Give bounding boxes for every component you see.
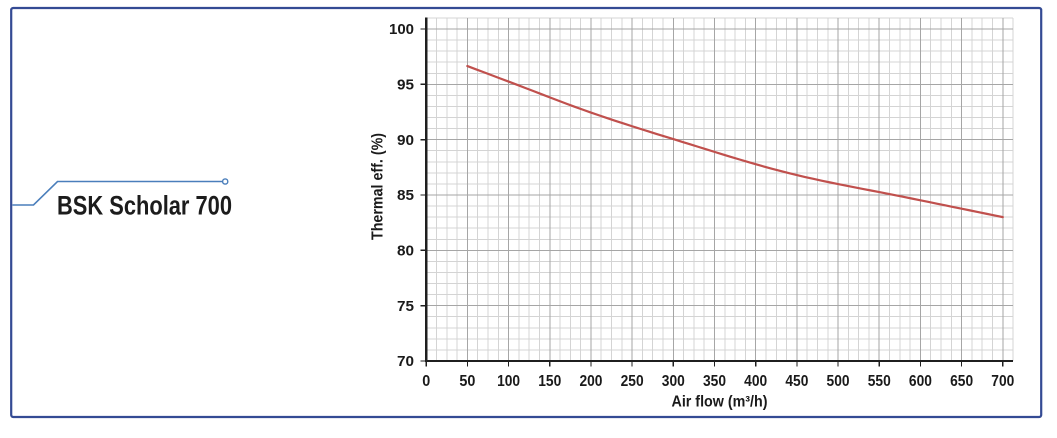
svg-text:75: 75 — [397, 298, 414, 315]
svg-text:BSK Scholar 700: BSK Scholar 700 — [57, 191, 232, 221]
svg-text:95: 95 — [397, 77, 414, 94]
svg-text:90: 90 — [397, 132, 414, 149]
svg-text:650: 650 — [950, 373, 973, 390]
svg-text:80: 80 — [397, 243, 414, 260]
svg-text:Thermal eff. (%): Thermal eff. (%) — [370, 133, 387, 240]
svg-text:300: 300 — [662, 373, 685, 390]
svg-text:0: 0 — [422, 373, 430, 390]
svg-text:50: 50 — [459, 373, 475, 390]
svg-text:700: 700 — [991, 373, 1014, 390]
svg-text:550: 550 — [868, 373, 891, 390]
svg-text:70: 70 — [397, 353, 414, 370]
svg-text:500: 500 — [827, 373, 850, 390]
svg-text:150: 150 — [538, 373, 561, 390]
svg-text:350: 350 — [703, 373, 726, 390]
svg-text:Air flow (m³/h): Air flow (m³/h) — [672, 394, 768, 411]
svg-text:85: 85 — [397, 187, 414, 204]
svg-text:200: 200 — [579, 373, 602, 390]
svg-text:450: 450 — [785, 373, 808, 390]
svg-text:250: 250 — [621, 373, 644, 390]
svg-text:600: 600 — [909, 373, 932, 390]
svg-text:400: 400 — [744, 373, 767, 390]
svg-text:100: 100 — [497, 373, 520, 390]
svg-text:100: 100 — [389, 21, 414, 38]
